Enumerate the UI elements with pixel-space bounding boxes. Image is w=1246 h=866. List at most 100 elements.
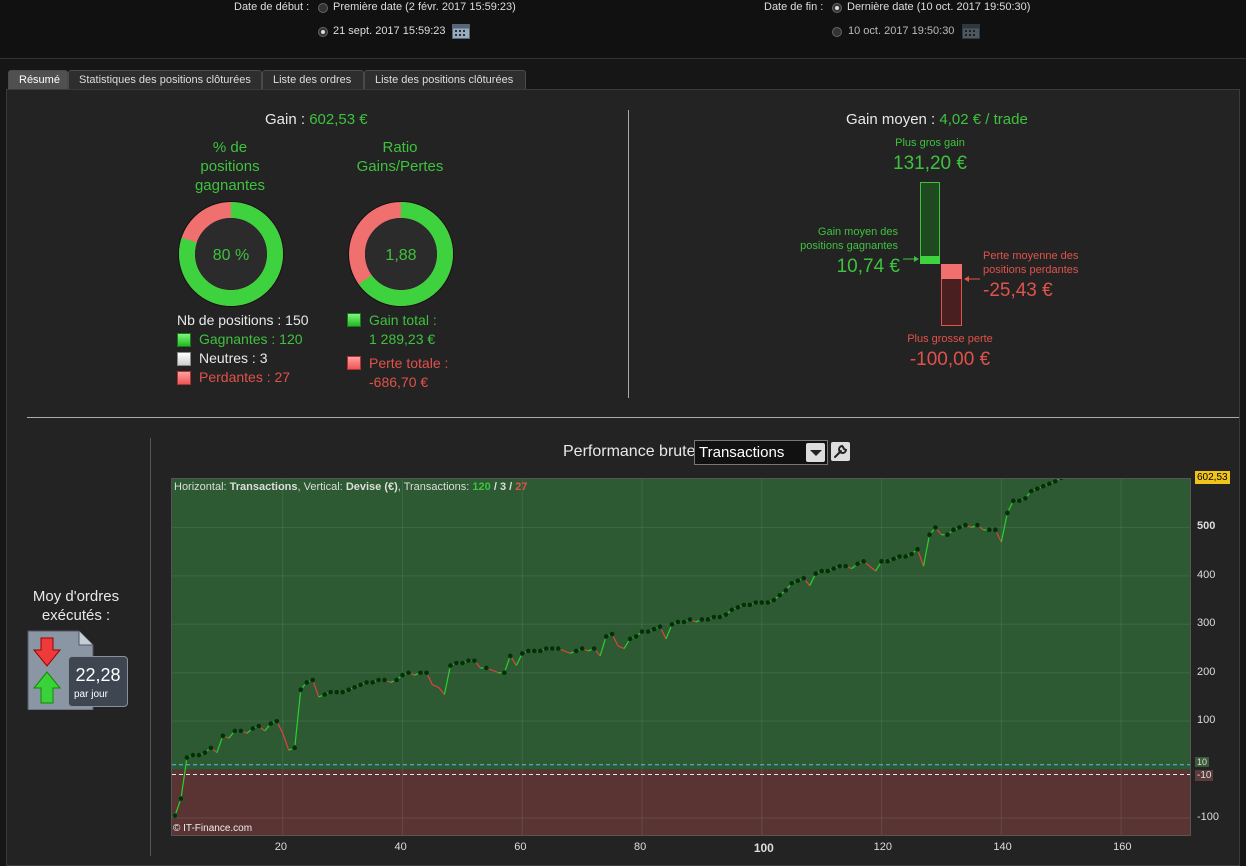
equity-point: [369, 679, 376, 686]
tab-resume[interactable]: Résumé: [8, 70, 68, 89]
x-tick-label: 60: [514, 841, 527, 853]
equity-point: [327, 689, 334, 696]
tab-stats-closed-positions[interactable]: Statistiques des positions clôturées: [68, 70, 262, 89]
equity-point: [603, 633, 610, 640]
loss-total-value: -686,70 €: [369, 374, 429, 390]
equity-point: [423, 669, 430, 676]
section-divider: [27, 417, 1239, 418]
equity-point: [908, 551, 915, 557]
average-gain-title: Gain moyen : 4,02 € / trade: [846, 111, 1028, 128]
neutral-count: Neutres : 3: [199, 350, 268, 366]
ratio-title-line2: Gains/Pertes: [356, 158, 444, 175]
equity-point: [734, 604, 741, 611]
start-first-date-radio[interactable]: [318, 3, 328, 13]
equity-point: [519, 650, 526, 657]
equity-point: [525, 648, 532, 654]
equity-point: [465, 657, 472, 664]
equity-point: [932, 524, 939, 531]
equity-point: [944, 531, 951, 538]
equity-segment: [432, 684, 439, 688]
equity-point: [375, 677, 382, 683]
x-tick-label: 100: [753, 841, 774, 855]
equity-point: [717, 614, 723, 620]
info-loss-count: 27: [515, 481, 528, 493]
equity-point: [657, 623, 663, 630]
avg-winning-value: 10,74 €: [836, 256, 900, 277]
biggest-gain-bar: [920, 182, 940, 264]
end-last-date-radio[interactable]: [832, 3, 842, 13]
x-tick-label: 120: [873, 841, 892, 853]
equity-point: [950, 526, 957, 533]
avg-winning-label-line1: Gain moyen des: [817, 226, 898, 238]
equity-point: [363, 679, 370, 686]
equity-point: [1010, 497, 1017, 504]
tab-order-list[interactable]: Liste des ordres: [262, 70, 364, 89]
losing-count: Perdantes : 27: [199, 369, 291, 385]
start-first-date-label[interactable]: Première date (2 févr. 2017 15:59:23): [333, 1, 516, 13]
equity-point: [675, 618, 681, 625]
ratio-value: 1,88: [385, 247, 416, 264]
equity-point: [573, 648, 580, 654]
biggest-gain-value: 131,20 €: [893, 153, 967, 174]
pct-winning-donut: 80 %: [178, 201, 284, 307]
y-tick-label: 500: [1197, 520, 1216, 533]
chevron-down-icon[interactable]: [806, 443, 825, 462]
equity-point: [639, 628, 645, 635]
equity-point: [794, 577, 801, 584]
ratio-title: Ratio Gains/Pertes: [345, 138, 455, 176]
equity-point: [249, 725, 256, 732]
equity-segment: [443, 665, 452, 695]
equity-point: [184, 754, 190, 761]
gain-label: Gain :: [265, 111, 306, 128]
equity-segment: [617, 645, 625, 650]
equity-segment: [916, 549, 925, 567]
equity-point: [333, 689, 340, 696]
start-calendar-icon[interactable]: [452, 23, 470, 39]
start-custom-date-radio[interactable]: [318, 27, 328, 37]
equity-point: [579, 645, 586, 652]
performance-chart[interactable]: Horizontal: Transactions, Vertical: Devi…: [171, 478, 1191, 836]
equity-point: [956, 524, 963, 531]
performance-axis-select[interactable]: Transactions: [694, 440, 828, 465]
x-tick-label: 80: [634, 841, 647, 853]
orders-title: Moy d'ordres exécutés :: [25, 587, 127, 625]
equity-point: [651, 626, 657, 633]
performance-axis-selected: Transactions: [699, 444, 785, 461]
avg-loss-bar: [941, 264, 962, 279]
end-calendar-icon[interactable]: [962, 23, 980, 39]
threshold-positive-badge: 10: [1195, 756, 1210, 767]
equity-point: [830, 565, 837, 572]
equity-point: [986, 526, 993, 533]
equity-point: [633, 633, 639, 640]
y-tick-label: 400: [1197, 568, 1216, 581]
equity-point: [531, 648, 538, 654]
equity-point: [447, 662, 454, 669]
start-custom-date-value[interactable]: 21 sept. 2017 15:59:23: [333, 25, 446, 37]
equity-segment: [492, 669, 499, 674]
end-last-date-label[interactable]: Dernière date (10 oct. 2017 19:50:30): [847, 1, 1031, 13]
ratio-title-line1: Ratio: [382, 139, 418, 156]
avg-losing-arrow-icon: [964, 276, 980, 282]
settings-wrench-button[interactable]: [831, 442, 850, 461]
pct-title-line2: positions: [200, 158, 260, 175]
equity-point: [609, 631, 616, 637]
equity-point: [291, 744, 298, 751]
tab-closed-positions-list[interactable]: Liste des positions clôturées: [364, 70, 526, 89]
equity-point: [812, 570, 819, 577]
chart-info: Horizontal: Transactions, Vertical: Devi…: [174, 481, 527, 493]
end-custom-date-value[interactable]: 10 oct. 2017 19:50:30: [848, 25, 955, 37]
info-transactions-label: , Transactions:: [397, 481, 470, 493]
equity-point: [962, 522, 969, 528]
end-custom-date-radio[interactable]: [832, 27, 842, 37]
y-tick-label: 100: [1197, 714, 1216, 727]
equity-point: [1040, 483, 1047, 490]
equity-point: [1022, 495, 1029, 502]
pct-title-line3: gagnantes: [194, 177, 266, 194]
negative-zone: [172, 769, 1190, 835]
ratio-donut: 1,88: [348, 201, 454, 307]
equity-point: [321, 691, 328, 698]
equity-point: [974, 522, 981, 528]
last-value-badge: 602,53: [1195, 470, 1230, 484]
wrench-icon: [834, 444, 848, 458]
equity-segment: [869, 565, 876, 572]
